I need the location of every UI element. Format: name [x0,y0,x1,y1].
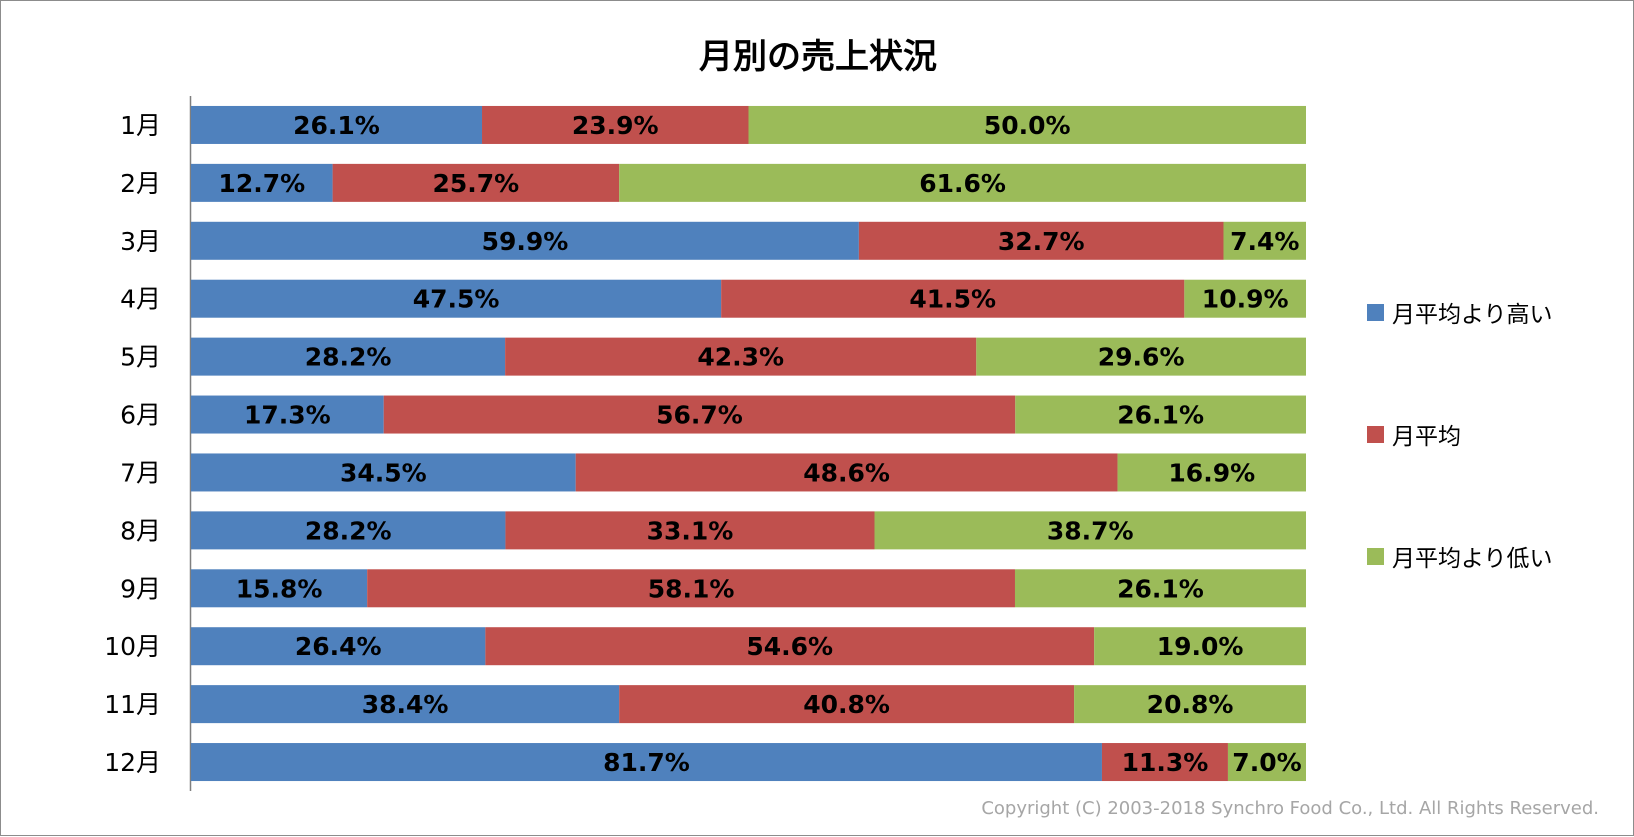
data-label: 38.7% [1047,516,1134,545]
data-label: 26.4% [295,632,382,661]
data-label: 81.7% [603,748,690,777]
category-label: 10月 [104,632,161,661]
data-label: 32.7% [998,227,1085,256]
category-label: 5月 [120,343,161,372]
bar-segment [1227,743,1306,782]
legend-label: 月平均 [1392,424,1461,450]
legend-item-above-average: 月平均より高い [1367,297,1553,328]
data-label: 59.9% [482,227,569,256]
data-label: 54.6% [746,632,833,661]
data-label: 47.5% [413,285,500,314]
data-label: 41.5% [909,285,996,314]
bar-segment [191,163,333,202]
category-label: 1月 [120,111,161,140]
bar-segment [976,337,1306,376]
bar-segment [505,511,875,550]
data-label: 29.6% [1098,343,1185,372]
bar-segment [1117,453,1306,492]
bar-segment [619,163,1306,202]
data-label: 17.3% [244,401,331,430]
bar-segment [1014,569,1306,608]
category-label: 8月 [120,516,161,545]
bar-segment [367,569,1015,608]
bar-segment [191,453,576,492]
bar-segment [485,627,1095,666]
bar-segment [191,279,722,318]
data-label: 7.0% [1232,748,1301,777]
data-label: 50.0% [984,111,1071,140]
bar-segment [191,627,486,666]
bar-segment [482,105,749,144]
bar-segment [191,395,384,434]
data-label: 33.1% [647,516,734,545]
legend-swatch [1367,425,1384,443]
data-label: 56.7% [656,401,743,430]
category-label: 12月 [104,748,161,777]
bar-segment [191,685,620,724]
category-label: 7月 [120,458,161,487]
data-label: 26.1% [1117,401,1204,430]
data-label: 28.2% [305,516,392,545]
data-label: 19.0% [1157,632,1244,661]
category-label: 9月 [120,574,161,603]
copyright-text: Copyright (C) 2003-2018 Synchro Food Co.… [981,798,1599,819]
data-label: 15.8% [236,574,323,603]
bar-segment [1074,685,1306,724]
bar-segment [1101,743,1228,782]
bar-segment [721,279,1185,318]
legend-swatch [1367,303,1384,321]
legend-label: 月平均より低い [1392,546,1553,572]
chart-title: 月別の売上状況 [699,37,937,77]
data-label: 38.4% [362,690,449,719]
data-label: 42.3% [697,343,784,372]
bar-segment [383,395,1016,434]
bar-segment [1094,627,1306,666]
bar-segment [1015,395,1306,434]
bar-segment [191,221,859,260]
bar-segment [191,337,506,376]
legend-item-average: 月平均 [1367,419,1461,450]
data-label: 11.3% [1122,748,1209,777]
category-label: 11月 [104,690,161,719]
data-label: 40.8% [803,690,890,719]
bar-segment [1184,279,1306,318]
bar-segment [619,685,1075,724]
category-label: 3月 [120,227,161,256]
bar-segment [191,511,506,550]
data-label: 48.6% [803,458,890,487]
bar-segment [191,743,1102,782]
data-label: 26.1% [293,111,380,140]
data-label: 28.2% [305,343,392,372]
data-label: 10.9% [1202,285,1289,314]
bar-segment [1223,221,1306,260]
data-label: 34.5% [340,458,427,487]
data-label: 61.6% [919,169,1006,198]
legend-label: 月平均より高い [1392,302,1553,328]
bar-segment [191,569,368,608]
data-label: 20.8% [1147,690,1234,719]
category-label: 6月 [120,401,161,430]
data-label: 16.9% [1168,458,1255,487]
bar-segment [575,453,1118,492]
bar-segment [858,221,1224,260]
bar-segment [332,163,620,202]
bar-segment [874,511,1306,550]
bar-segment [191,105,483,144]
data-label: 7.4% [1230,227,1299,256]
data-label: 58.1% [648,574,735,603]
bar-segment [748,105,1306,144]
legend-swatch [1367,547,1384,565]
data-label: 23.9% [572,111,659,140]
bar-segment [505,337,977,376]
category-label: 4月 [120,285,161,314]
data-label: 25.7% [433,169,520,198]
data-label: 12.7% [218,169,305,198]
category-label: 2月 [120,169,161,198]
data-label: 26.1% [1117,574,1204,603]
legend-item-below-average: 月平均より低い [1367,541,1553,572]
chart-legend: 月平均より高い 月平均 月平均より低い [1367,1,1627,837]
